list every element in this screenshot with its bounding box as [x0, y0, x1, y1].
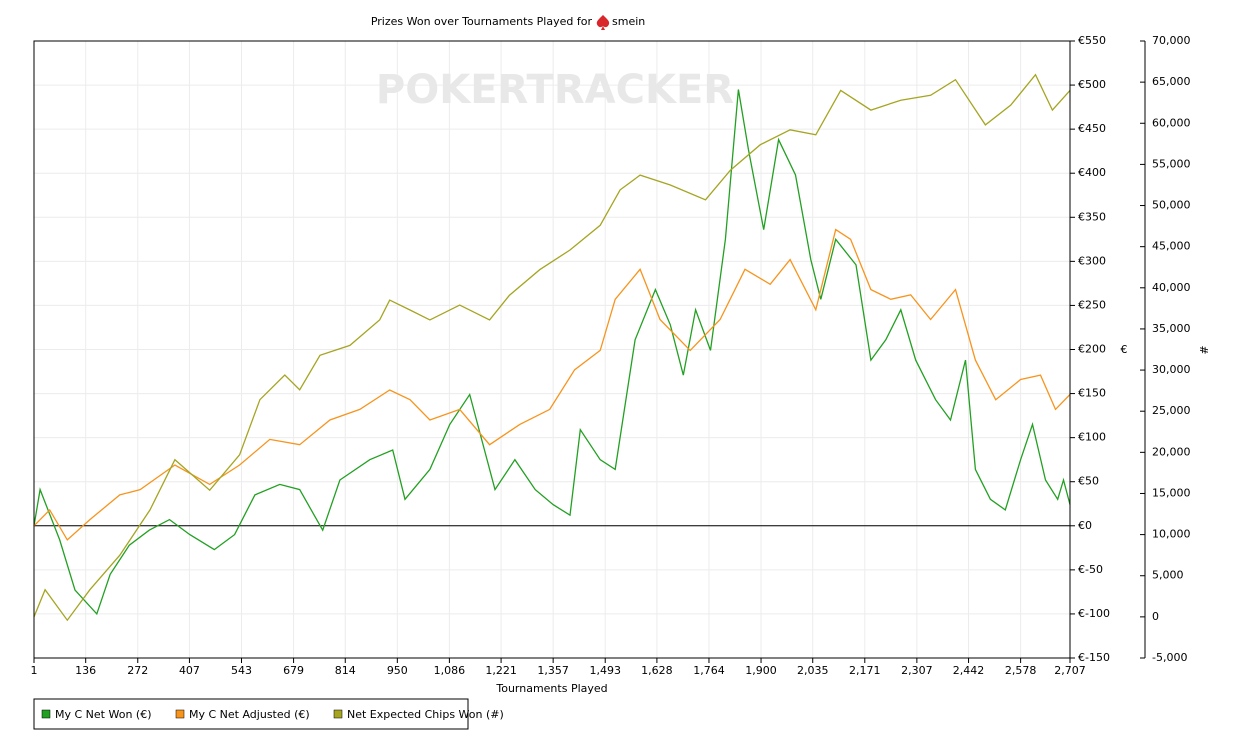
y-tick-label: €-100: [1078, 607, 1110, 620]
x-tick-label: 2,035: [797, 664, 829, 677]
player-icon: [596, 15, 610, 30]
y2-tick-label: 35,000: [1152, 322, 1191, 335]
y-tick-label: €300: [1078, 254, 1106, 267]
y2-tick-label: 0: [1152, 610, 1159, 623]
x-tick-label: 1,493: [589, 664, 621, 677]
series-line: [33, 228, 1071, 541]
y2-tick-label: -5,000: [1152, 651, 1187, 664]
plot-border: [33, 40, 1071, 659]
y2-tick-label: 5,000: [1152, 569, 1184, 582]
y2-tick-label: 40,000: [1152, 281, 1191, 294]
y-tick-label: €50: [1078, 475, 1099, 488]
player-name: smein: [612, 15, 645, 28]
y-tick-label: €0: [1078, 519, 1092, 532]
x-tick-label: 2,578: [1005, 664, 1037, 677]
y-tick-label: €550: [1078, 34, 1106, 47]
y2-tick-label: 60,000: [1152, 116, 1191, 129]
x-tick-label: 950: [387, 664, 408, 677]
y2-tick-label: 45,000: [1152, 240, 1191, 253]
y-tick-label: €150: [1078, 387, 1106, 400]
x-tick-label: 272: [127, 664, 148, 677]
legend-box: [33, 698, 469, 730]
y2-tick-label: 50,000: [1152, 199, 1191, 212]
y-tick-label: €100: [1078, 431, 1106, 444]
x-tick-label: 2,707: [1054, 664, 1086, 677]
x-tick-label: 1,900: [745, 664, 777, 677]
y-tick-label: €500: [1078, 78, 1106, 91]
y-tick-label: €450: [1078, 122, 1106, 135]
y2-tick-label: 20,000: [1152, 445, 1191, 458]
legend-swatch: [333, 709, 343, 719]
legend-label: My C Net Won (€): [55, 708, 152, 721]
x-tick-label: 1,221: [485, 664, 517, 677]
series-line: [33, 89, 1071, 616]
y2-tick-label: 70,000: [1152, 34, 1191, 47]
x-tick-label: 2,442: [953, 664, 985, 677]
x-tick-label: 679: [283, 664, 304, 677]
x-tick-label: 407: [179, 664, 200, 677]
y-tick-label: €400: [1078, 166, 1106, 179]
y2-tick-label: 55,000: [1152, 157, 1191, 170]
y-tick-label: €250: [1078, 298, 1106, 311]
legend-swatch: [41, 709, 51, 719]
x-tick-label: 136: [75, 664, 96, 677]
x-tick-label: 2,307: [901, 664, 933, 677]
x-tick-label: 1,357: [537, 664, 569, 677]
chart-title: Prizes Won over Tournaments Played for: [371, 15, 593, 28]
y2-axis-label: #: [1197, 345, 1210, 354]
x-tick-label: 1,086: [434, 664, 466, 677]
y2-tick-label: 30,000: [1152, 363, 1191, 376]
y-tick-label: €200: [1078, 343, 1106, 356]
y-axis-label: €: [1121, 343, 1128, 356]
y2-tick-label: 65,000: [1152, 75, 1191, 88]
legend-label: Net Expected Chips Won (#): [347, 708, 504, 721]
y2-tick-label: 10,000: [1152, 528, 1191, 541]
x-tick-label: 814: [335, 664, 356, 677]
x-axis-label: Tournaments Played: [495, 682, 607, 695]
y-tick-label: €-150: [1078, 651, 1110, 664]
y2-tick-label: 25,000: [1152, 404, 1191, 417]
series-line: [33, 73, 1071, 622]
watermark: POKERTRACKER: [376, 67, 734, 113]
legend-swatch: [175, 709, 185, 719]
y2-tick-label: 15,000: [1152, 486, 1191, 499]
x-tick-label: 1,764: [693, 664, 725, 677]
x-tick-label: 1,628: [641, 664, 673, 677]
legend-label: My C Net Adjusted (€): [189, 708, 310, 721]
x-tick-label: 543: [231, 664, 252, 677]
x-tick-label: 2,171: [849, 664, 881, 677]
x-tick-label: 1: [31, 664, 38, 677]
y-tick-label: €350: [1078, 210, 1106, 223]
y-tick-label: €-50: [1078, 563, 1103, 576]
